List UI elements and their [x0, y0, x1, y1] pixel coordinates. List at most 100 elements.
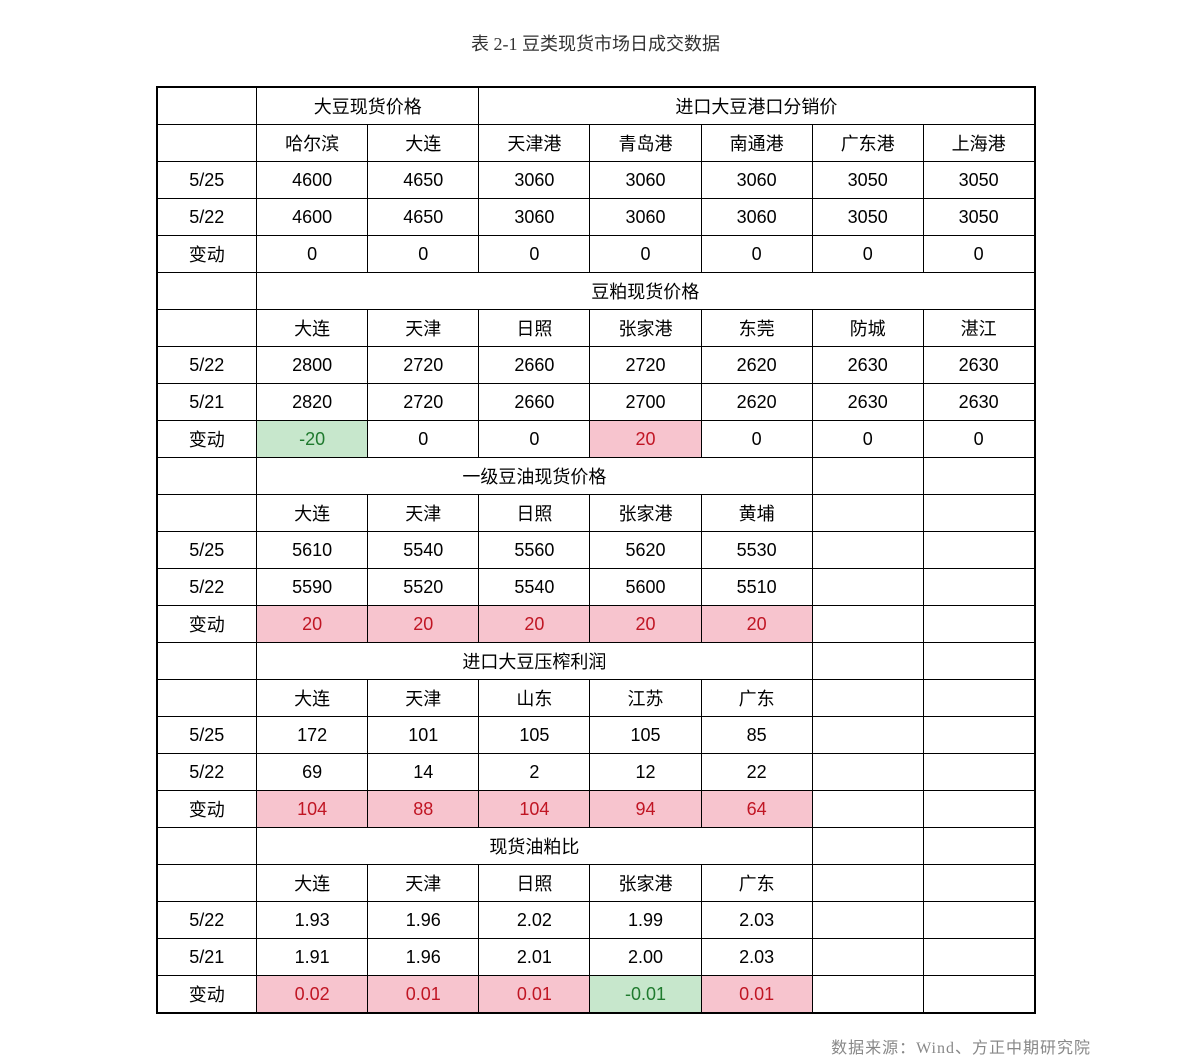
data-cell: 0: [812, 236, 923, 273]
data-cell: 2630: [812, 384, 923, 421]
data-cell: 104: [479, 791, 590, 828]
data-cell: 0: [701, 236, 812, 273]
data-cell: 2630: [812, 347, 923, 384]
data-cell: 1.91: [257, 939, 368, 976]
data-cell: 2720: [590, 347, 701, 384]
data-cell: 20: [479, 606, 590, 643]
city-header: 东莞: [701, 310, 812, 347]
data-cell: 5560: [479, 532, 590, 569]
city-header: 上海港: [923, 125, 1034, 162]
city-header: 广东港: [812, 125, 923, 162]
data-cell: 3060: [479, 199, 590, 236]
group-header: [812, 643, 923, 680]
data-cell: 2800: [257, 347, 368, 384]
data-cell: 0: [257, 236, 368, 273]
city-header: 广东: [701, 865, 812, 902]
row-lead-empty: [157, 828, 257, 865]
city-header: 广东: [701, 680, 812, 717]
group-header: [812, 828, 923, 865]
city-header: 湛江: [923, 310, 1034, 347]
data-cell: 22: [701, 754, 812, 791]
data-cell: 2630: [923, 347, 1034, 384]
city-header: [812, 865, 923, 902]
row-lead-empty: [157, 310, 257, 347]
city-header: 大连: [257, 680, 368, 717]
city-header: 日照: [479, 310, 590, 347]
data-cell: 3060: [701, 162, 812, 199]
data-cell: 2660: [479, 384, 590, 421]
data-cell: 0: [812, 421, 923, 458]
city-header: 张家港: [590, 865, 701, 902]
data-cell: 94: [590, 791, 701, 828]
data-cell: [923, 939, 1034, 976]
city-header: 张家港: [590, 310, 701, 347]
data-cell: 0: [701, 421, 812, 458]
data-cell: 0: [590, 236, 701, 273]
row-label: 5/22: [157, 754, 257, 791]
city-header: 黄埔: [701, 495, 812, 532]
data-cell: -20: [257, 421, 368, 458]
group-header: 豆粕现货价格: [257, 273, 1035, 310]
row-label: 变动: [157, 606, 257, 643]
data-cell: 5540: [479, 569, 590, 606]
data-cell: 2620: [701, 347, 812, 384]
city-header: 天津: [368, 495, 479, 532]
group-header: 进口大豆压榨利润: [257, 643, 813, 680]
row-label: 5/25: [157, 717, 257, 754]
city-header: 青岛港: [590, 125, 701, 162]
table-container: 大豆现货价格进口大豆港口分销价哈尔滨大连天津港青岛港南通港广东港上海港5/254…: [156, 86, 1036, 1014]
data-cell: [812, 976, 923, 1014]
data-cell: 14: [368, 754, 479, 791]
city-header: 日照: [479, 495, 590, 532]
data-cell: 2720: [368, 347, 479, 384]
row-label: 5/22: [157, 347, 257, 384]
data-cell: [923, 976, 1034, 1014]
group-header: [923, 458, 1034, 495]
data-cell: 69: [257, 754, 368, 791]
data-cell: 1.93: [257, 902, 368, 939]
city-header: [923, 680, 1034, 717]
city-header: 日照: [479, 865, 590, 902]
group-header: 现货油粕比: [257, 828, 813, 865]
data-cell: 5620: [590, 532, 701, 569]
row-lead-empty: [157, 495, 257, 532]
row-label: 变动: [157, 421, 257, 458]
city-header: [923, 495, 1034, 532]
city-header: 天津: [368, 865, 479, 902]
group-header: [923, 828, 1034, 865]
city-header: 张家港: [590, 495, 701, 532]
row-label: 5/25: [157, 532, 257, 569]
data-cell: 20: [368, 606, 479, 643]
row-label: 5/25: [157, 162, 257, 199]
data-cell: 4650: [368, 162, 479, 199]
data-cell: 3060: [590, 162, 701, 199]
data-cell: [812, 902, 923, 939]
data-cell: 3060: [590, 199, 701, 236]
data-cell: -0.01: [590, 976, 701, 1014]
data-cell: 3050: [923, 162, 1034, 199]
data-cell: 172: [257, 717, 368, 754]
city-header: 大连: [257, 310, 368, 347]
row-label: 5/22: [157, 199, 257, 236]
data-cell: [812, 532, 923, 569]
row-label: 5/21: [157, 384, 257, 421]
data-cell: 5540: [368, 532, 479, 569]
city-header: [923, 865, 1034, 902]
group-header: [923, 643, 1034, 680]
data-cell: 104: [257, 791, 368, 828]
data-cell: [923, 606, 1034, 643]
row-label: 5/22: [157, 902, 257, 939]
data-cell: 2.00: [590, 939, 701, 976]
data-cell: [923, 717, 1034, 754]
data-cell: 5520: [368, 569, 479, 606]
row-label: 变动: [157, 791, 257, 828]
city-header: 天津: [368, 310, 479, 347]
data-cell: 1.96: [368, 902, 479, 939]
data-cell: 105: [479, 717, 590, 754]
data-cell: 105: [590, 717, 701, 754]
data-cell: 5530: [701, 532, 812, 569]
row-lead-empty: [157, 680, 257, 717]
data-cell: [812, 606, 923, 643]
data-cell: 3050: [923, 199, 1034, 236]
group-header: [812, 458, 923, 495]
